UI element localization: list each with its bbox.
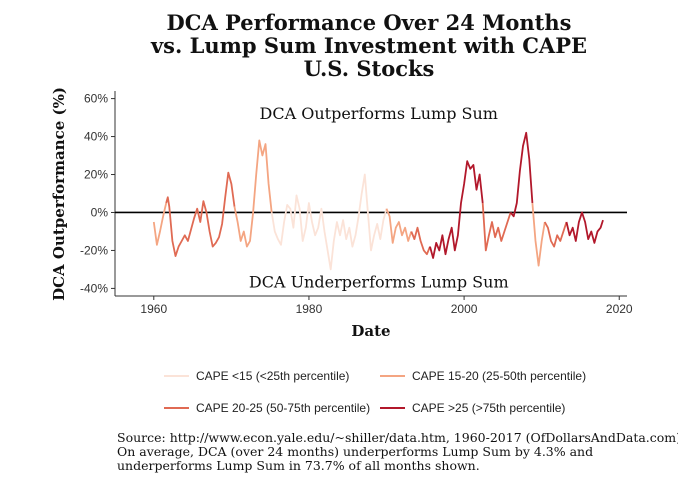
- series-line: [509, 131, 534, 218]
- series-line: [565, 211, 604, 244]
- x-tick-label: 2000: [451, 302, 478, 316]
- chart-title-line-1: DCA Performance Over 24 Months: [167, 10, 572, 35]
- y-tick-label: 60%: [84, 92, 108, 106]
- series-line: [152, 202, 168, 246]
- series-line: [429, 160, 484, 259]
- y-tick-label: -40%: [80, 281, 108, 295]
- legend-label-cape-over-25: CAPE >25 (>75th percentile): [412, 401, 565, 415]
- y-tick-label: 20%: [84, 168, 108, 182]
- series-line: [410, 226, 431, 256]
- legend: CAPE <15 (<25th percentile) CAPE 15-20 (…: [164, 369, 586, 415]
- annotation-underperforms: DCA Underperforms Lump Sum: [249, 273, 509, 292]
- series-line: [544, 221, 568, 248]
- y-tick-label: 0%: [91, 205, 109, 219]
- series-line: [270, 173, 388, 271]
- series-lines: [152, 131, 604, 271]
- plot-area: -40% -20% 0% 20% 40% 60% 1960 1980 2000 2020 DCA…: [80, 91, 633, 316]
- series-line: [481, 202, 512, 252]
- legend-label-cape-15-20: CAPE 15-20 (25-50th percentile): [412, 369, 586, 383]
- source-line-3: underperforms Lump Sum in 73.7% of all m…: [117, 458, 480, 473]
- source-line-1: Source: http://www.econ.yale.edu/~shille…: [117, 430, 678, 445]
- x-axis-ticks: 1960 1980 2000 2020: [140, 296, 633, 316]
- x-tick-label: 1980: [296, 302, 323, 316]
- x-axis-title: Date: [351, 322, 390, 340]
- source-note: Source: http://www.econ.yale.edu/~shille…: [117, 430, 678, 473]
- y-tick-label: 40%: [84, 130, 108, 144]
- x-tick-label: 1960: [140, 302, 167, 316]
- y-tick-label: -20%: [80, 243, 108, 257]
- legend-label-cape-under-15: CAPE <15 (<25th percentile): [196, 369, 349, 383]
- series-line: [531, 202, 546, 267]
- y-axis-title: DCA Outperformance (%): [50, 87, 68, 301]
- chart-title-line-3: U.S. Stocks: [304, 56, 435, 81]
- chart-title-line-2: vs. Lump Sum Investment with CAPE: [150, 33, 587, 58]
- series-line: [233, 139, 273, 248]
- chart-title: DCA Performance Over 24 Months vs. Lump …: [150, 10, 587, 81]
- y-axis-ticks: -40% -20% 0% 20% 40% 60%: [80, 92, 115, 295]
- source-line-2: On average, DCA (over 24 months) underpe…: [117, 444, 593, 459]
- x-tick-label: 2020: [606, 302, 633, 316]
- legend-label-cape-20-25: CAPE 20-25 (50-75th percentile): [196, 401, 370, 415]
- series-line: [165, 171, 236, 258]
- annotation-outperforms: DCA Outperforms Lump Sum: [260, 104, 498, 123]
- series-line: [385, 208, 413, 244]
